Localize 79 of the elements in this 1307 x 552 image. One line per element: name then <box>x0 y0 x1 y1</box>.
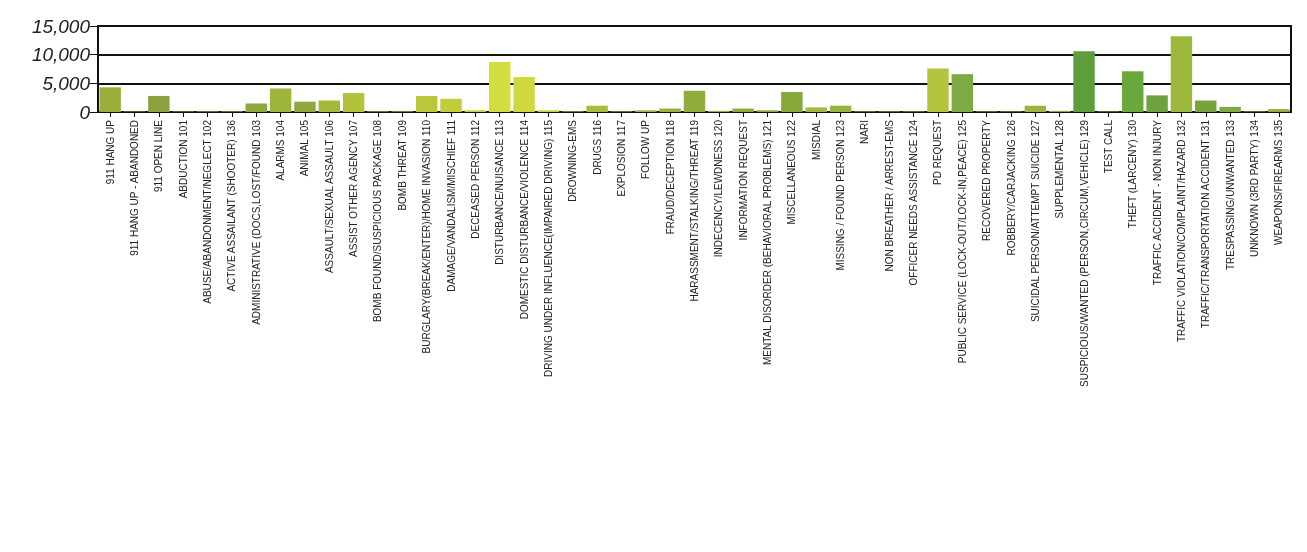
x-tick-label: TEST CALL <box>1102 119 1114 174</box>
x-tick-label: PD REQUEST <box>932 120 944 186</box>
x-tick-label: TRAFFIC/TRANSPORTATION ACCIDENT 131 <box>1200 119 1212 329</box>
bar <box>1073 51 1095 112</box>
y-tick-label: 0 <box>79 101 91 123</box>
x-tick-label: ANIMAL 105 <box>299 119 311 177</box>
bar <box>927 68 949 112</box>
x-tick-label: TRESPASSING/UNWANTED 133 <box>1224 119 1236 271</box>
bar <box>415 95 438 112</box>
x-tick-label: UNKNOWN (3RD PARTY) 134 <box>1248 119 1260 257</box>
bar <box>1195 100 1217 112</box>
x-tick-label: MENTAL DISORDER (BEHAVIORAL PROBLEMS) 121 <box>762 119 774 366</box>
bar <box>1024 105 1047 112</box>
x-tick-label: ASSIST OTHER AGENCY 107 <box>348 119 360 257</box>
x-tick-label: DROWNING-EMS <box>567 119 579 202</box>
x-tick-label: NARI <box>859 120 871 144</box>
bar <box>1146 95 1168 112</box>
x-tick-label: MISSING / FOUND PERSON 123 <box>835 119 847 271</box>
x-tick-label: OFFICER NEEDS ASSISTANCE 124 <box>908 119 920 286</box>
x-tick-label: DISTURBANCE/NUISANCE 113 <box>494 119 506 265</box>
x-tick-label: 911 HANG UP <box>104 119 116 185</box>
bar <box>683 90 706 112</box>
bar <box>148 95 170 112</box>
bar <box>781 91 803 112</box>
x-tick-label: RECOVERED PROPERTY <box>981 119 993 241</box>
bar <box>440 98 462 112</box>
x-tick-label: WEAPONS/FIREARMS 135 <box>1273 119 1285 246</box>
bar <box>318 100 341 112</box>
x-tick-label: 911 OPEN LINE <box>153 119 165 193</box>
x-tick-label: SUICIDAL PERSON/ATTEMPT SUICIDE 127 <box>1029 119 1041 323</box>
bar <box>342 93 365 112</box>
x-tick-label: ROBBERY/CARJACKING 126 <box>1005 119 1017 256</box>
bar <box>805 107 827 112</box>
y-tick-label: 5,000 <box>42 72 91 94</box>
bar <box>1170 36 1193 112</box>
x-tick-label: THEFT (LARCENY) 130 <box>1127 119 1139 229</box>
x-tick-label: DECEASED PERSON 112 <box>469 119 481 239</box>
bar <box>1268 109 1290 112</box>
x-tick-label: HARASSMENT/STALKING/THREAT 119 <box>689 119 700 302</box>
x-tick-label: ABUSE/ABANDONMENT/NEGLECT 102 <box>202 119 214 304</box>
x-tick-label: ACTIVE ASSAILANT (SHOOTER) 136 <box>226 119 238 292</box>
x-tick-label: BURGLARY(BREAK/ENTER)/HOME INVASION 110 <box>421 119 433 354</box>
x-tick-label: EXPLOSION 117 <box>615 119 627 197</box>
x-tick-label: ALARMS 104 <box>275 119 287 181</box>
bar <box>294 101 316 112</box>
x-tick-label: TRAFFIC ACCIDENT - NON INJURY <box>1151 119 1163 286</box>
bar <box>99 87 121 112</box>
x-tick-label: FOLLOW UP <box>640 119 652 179</box>
x-tick-label: TRAFFIC VIOLATION/COMPLAINT/HAZARD 132 <box>1175 119 1187 343</box>
bar <box>269 88 292 112</box>
y-tick-label: 10,000 <box>31 44 91 66</box>
bar <box>951 74 974 112</box>
bar <box>513 77 535 112</box>
x-tick-label: DOMESTIC DISTURBANCE/VIOLENCE 114 <box>518 119 530 320</box>
x-tick-label: SUSPICIOUS/WANTED (PERSON,CIRCUM,VEHICLE) 129 <box>1078 119 1090 387</box>
x-tick-label: 911 HANG UP - ABANDONED <box>129 120 141 256</box>
bar <box>489 62 511 112</box>
bar <box>1219 106 1241 112</box>
y-tick-label: 15,000 <box>31 15 91 37</box>
x-tick-label: BOMB FOUND/SUSPICIOUS PACKAGE 108 <box>372 119 384 323</box>
x-tick-label: SUPPLEMENTAL 128 <box>1054 119 1066 219</box>
bar <box>829 105 852 112</box>
x-tick-label: MISCELLANEOUS 122 <box>786 119 798 225</box>
x-tick-label: PUBLIC SERVICE (LOCK-OUT/LOCK-IN,PEACE) 125 <box>956 119 968 364</box>
x-tick-label: INFORMATION REQUEST <box>737 120 749 241</box>
x-tick-label: MISDIAL <box>810 119 822 161</box>
x-tick-label: FRAUD/DECEPTION 118 <box>664 119 676 235</box>
x-tick-label: DAMAGE/VANDALISM/MISCHIEF 111 <box>445 119 457 292</box>
x-tick-label: NON BREATHER / ARREST-EMS <box>883 119 895 272</box>
x-tick-label: DRIVING UNDER INFLUENCE(IMPAIRED DRIVING) 115 <box>542 119 554 377</box>
bar <box>245 103 267 112</box>
x-tick-label: ASSAULT/SEXUAL ASSAULT 106 <box>323 119 335 274</box>
x-tick-label: ABDUCTION 101 <box>177 119 189 199</box>
x-tick-label: DRUGS 116 <box>591 119 603 175</box>
x-tick-label: BOMB THREAT 109 <box>396 119 408 211</box>
bar <box>1122 71 1144 112</box>
x-tick-label: INDECENCY/LEWDNESS 120 <box>713 119 725 258</box>
x-tick-label: ADMINISTRATIVE (DOCS,LOST/FOUND 103 <box>250 119 262 325</box>
bar <box>586 105 608 112</box>
